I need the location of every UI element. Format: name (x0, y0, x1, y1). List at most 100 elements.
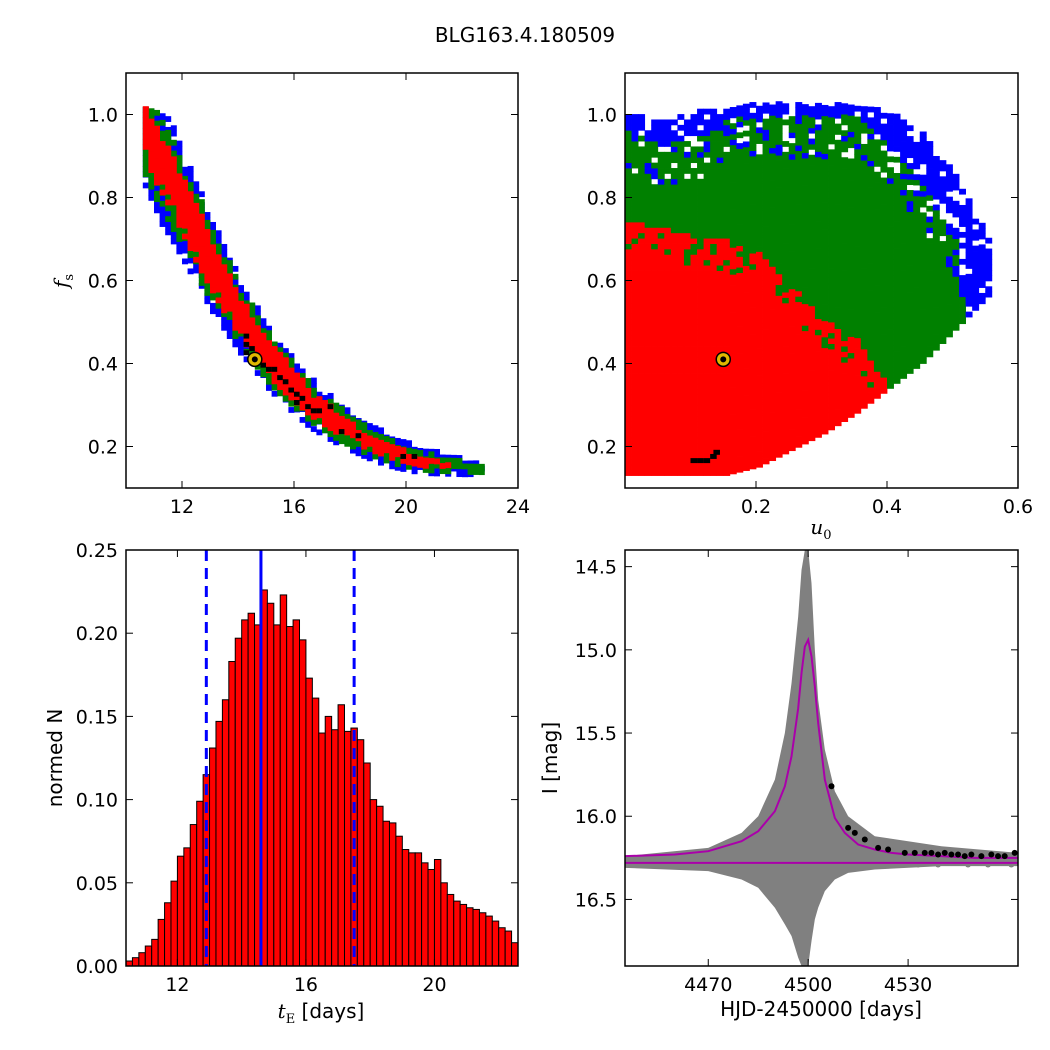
outer-density-cell (952, 265, 960, 272)
middle-density-cell (710, 162, 718, 169)
inner-density-cell (723, 443, 731, 449)
middle-density-cell (873, 247, 881, 254)
outer-density-cell (165, 126, 172, 133)
inner-density-cell (625, 329, 632, 336)
middle-density-cell (657, 162, 665, 169)
label-subscript: s (62, 274, 77, 281)
inner-density-cell (664, 232, 672, 239)
inner-density-cell (880, 382, 888, 389)
middle-density-cell (880, 247, 888, 254)
middle-density-cell (834, 269, 842, 276)
inner-density-cell (631, 443, 639, 449)
outer-density-cell (926, 189, 934, 196)
inner-density-cell (625, 265, 632, 271)
outer-density-cell (736, 121, 744, 128)
inner-density-cell (860, 365, 868, 371)
middle-density-cell (372, 453, 379, 460)
inner-density-cell (808, 375, 816, 382)
inner-density-cell (625, 297, 632, 304)
middle-density-cell (808, 219, 816, 226)
middle-density-cell (867, 165, 875, 172)
middle-density-cell (690, 221, 698, 228)
inner-density-cell (814, 356, 822, 363)
middle-density-cell (814, 313, 822, 320)
inner-density-cell (729, 322, 737, 329)
inner-density-cell (657, 432, 665, 439)
inner-density-cell (723, 432, 731, 439)
inner-density-cell (828, 370, 835, 377)
middle-density-cell (795, 220, 803, 227)
middle-density-cell (762, 210, 770, 217)
inner-density-cell (697, 329, 704, 336)
inner-density-cell (677, 405, 685, 412)
middle-density-cell (710, 168, 718, 174)
inner-density-cell (664, 324, 672, 331)
middle-density-cell (742, 222, 750, 229)
inner-density-cell (821, 358, 829, 365)
inner-density-cell (277, 368, 284, 374)
middle-density-cell (742, 168, 750, 175)
middle-density-cell (756, 170, 763, 177)
middle-density-cell (847, 115, 855, 122)
outer-density-cell (985, 286, 993, 293)
middle-density-cell (644, 205, 652, 212)
inner-density-cell (749, 350, 757, 357)
middle-density-cell (683, 248, 691, 255)
middle-density-cell (945, 282, 953, 289)
middle-density-cell (906, 254, 914, 261)
histogram-bar (157, 918, 166, 966)
outer-density-cell (154, 207, 160, 214)
middle-density-cell (651, 221, 659, 228)
outer-density-cell (456, 471, 463, 478)
inner-density-cell (226, 284, 233, 291)
middle-density-cell (841, 200, 849, 207)
inner-density-cell (644, 459, 652, 466)
middle-density-cell (683, 178, 691, 185)
outer-density-cell (900, 130, 908, 137)
middle-density-cell (801, 287, 809, 294)
middle-density-cell (165, 140, 172, 147)
inner-density-cell (723, 437, 731, 444)
middle-density-cell (716, 130, 724, 137)
outer-density-cell (965, 241, 973, 248)
middle-density-cell (638, 195, 646, 201)
inner-density-cell (749, 458, 757, 464)
middle-density-cell (919, 266, 927, 273)
middle-density-cell (860, 197, 868, 204)
inner-density-cell (795, 366, 803, 373)
middle-density-cell (801, 217, 809, 224)
y-tick-label: 0.2 (88, 437, 118, 459)
middle-density-cell (821, 218, 829, 225)
middle-density-cell (860, 370, 868, 377)
middle-density-cell (834, 242, 842, 249)
histogram-bar (498, 927, 506, 966)
middle-density-cell (906, 319, 914, 326)
middle-density-cell (808, 197, 816, 204)
outer-density-cell (952, 233, 960, 239)
inner-density-cell (350, 421, 356, 428)
middle-density-cell (254, 320, 261, 327)
inner-density-cell (198, 229, 205, 236)
middle-density-cell (795, 161, 803, 168)
histogram-bar (517, 945, 518, 966)
inner-density-cell (710, 405, 718, 412)
inner-density-cell (749, 366, 757, 373)
middle-density-cell (677, 168, 685, 174)
middle-density-cell (788, 180, 796, 187)
inner-density-cell (670, 265, 678, 271)
inner-density-cell (788, 364, 796, 371)
middle-density-cell (703, 227, 711, 234)
middle-density-cell (926, 254, 934, 261)
inner-density-cell (775, 430, 783, 437)
outer-density-cell (972, 267, 980, 274)
outer-density-cell (775, 149, 783, 156)
middle-density-cell (926, 248, 934, 255)
middle-density-cell (769, 207, 777, 213)
inner-density-cell (165, 151, 172, 157)
inner-density-cell (697, 297, 704, 304)
inner-density-cell (762, 350, 770, 357)
inner-density-cell (808, 348, 816, 355)
middle-density-cell (821, 164, 829, 171)
outer-density-cell (749, 112, 757, 119)
middle-density-cell (801, 201, 809, 208)
